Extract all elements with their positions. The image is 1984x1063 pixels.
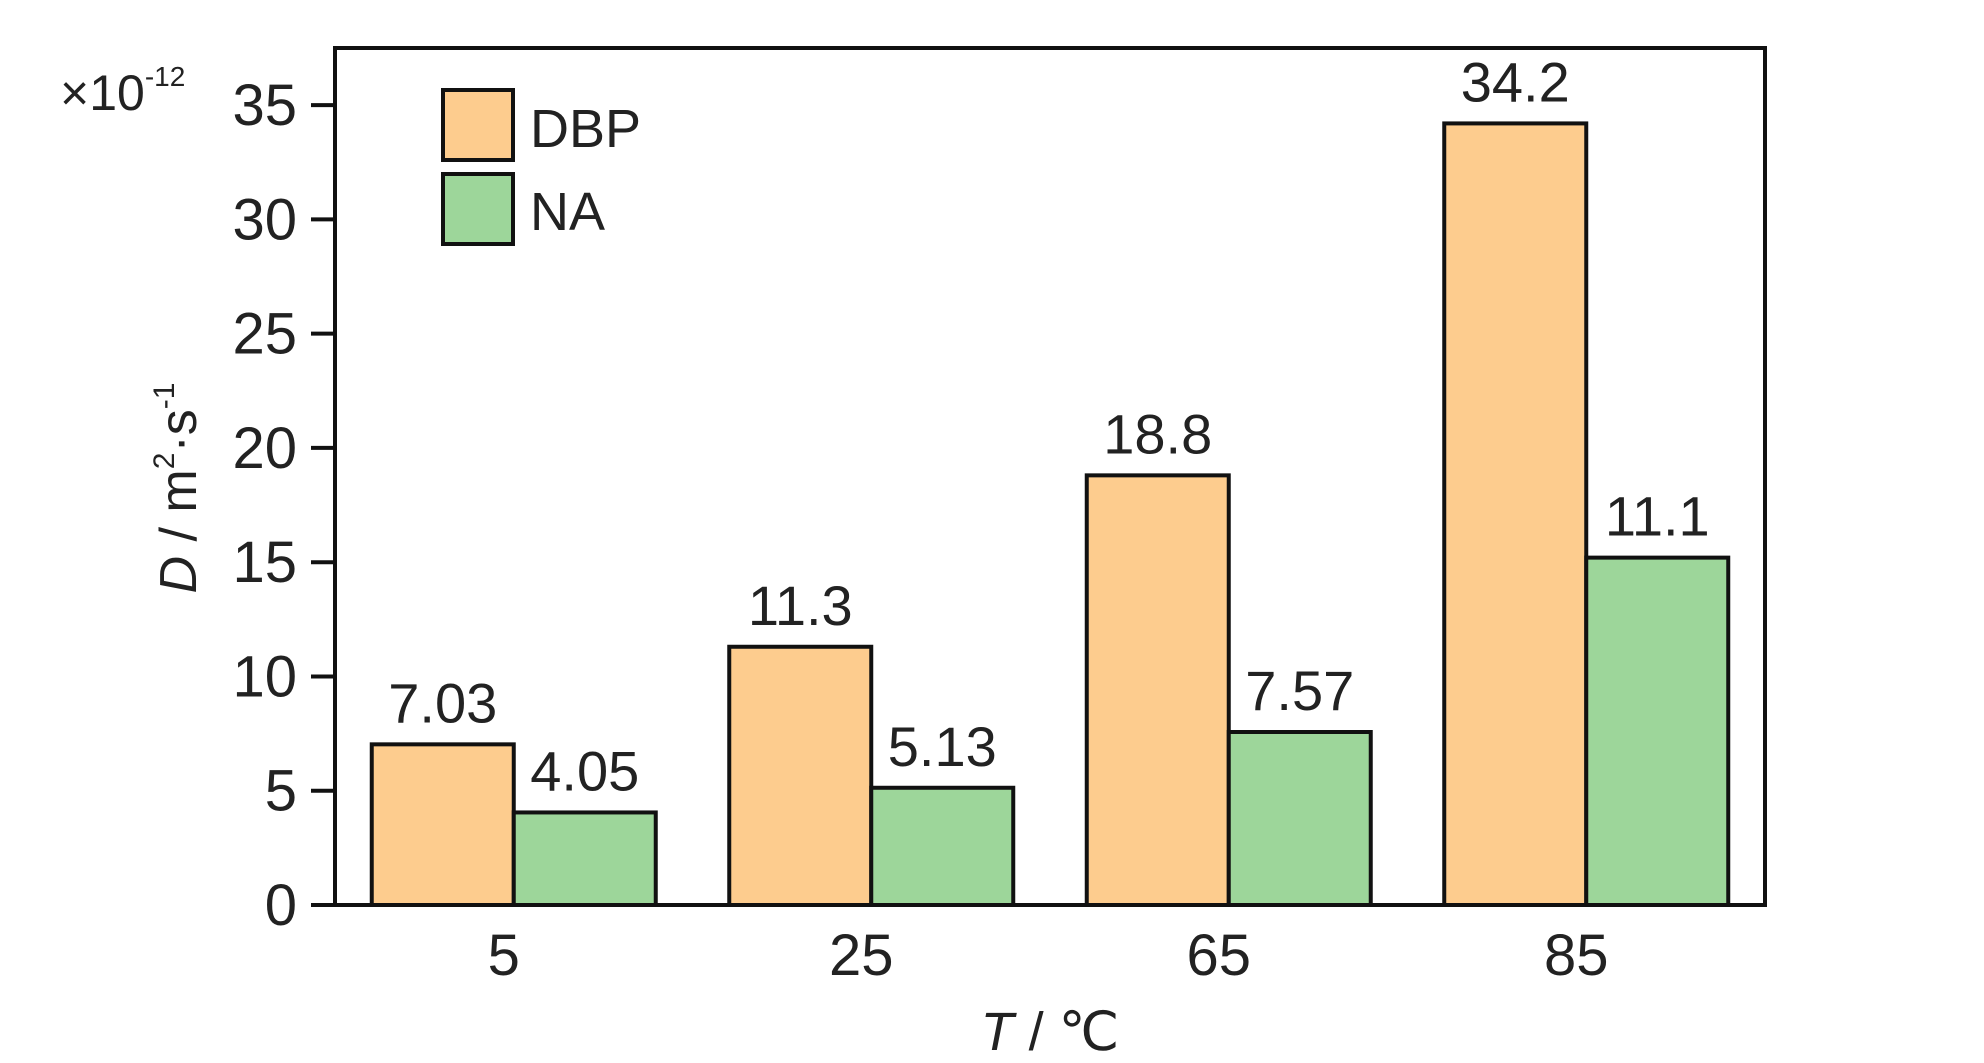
data-label-na-65: 7.57	[1245, 659, 1354, 722]
x-axis-title: T / ℃	[981, 1002, 1120, 1062]
y-axis-title: D / m2·s-1	[148, 383, 208, 594]
x-tick-label: 5	[488, 923, 520, 988]
data-label-na-25: 5.13	[888, 715, 997, 778]
bar-na-65	[1226, 730, 1373, 907]
y-multiplier: ×10-12	[60, 61, 185, 121]
y-tick-label: 35	[232, 73, 297, 138]
y-tick-label: 10	[232, 644, 297, 709]
y-tick-label: 20	[232, 416, 297, 481]
data-label-dbp-25: 11.3	[748, 574, 853, 637]
x-axis: 5 25 65 85	[488, 923, 1609, 988]
bar-na-5	[511, 810, 658, 907]
x-axis-unit: / ℃	[1014, 1002, 1120, 1062]
data-label-na-5: 4.05	[530, 739, 639, 802]
y-axis-unit: / m	[150, 469, 208, 556]
bar-dbp-65	[1084, 473, 1231, 907]
y-multiplier-base: ×10	[60, 65, 145, 121]
y-axis-var: D	[150, 556, 208, 594]
legend-label-na: NA	[530, 182, 605, 242]
x-tick-label: 25	[829, 923, 894, 988]
legend: DBP NA	[441, 88, 641, 246]
legend-label-dbp: DBP	[530, 99, 641, 159]
y-tick-label: 30	[232, 187, 297, 252]
y-tick-label: 0	[265, 873, 297, 938]
bar-na-85	[1584, 555, 1731, 907]
data-label-na-85: 11.1	[1605, 485, 1710, 548]
y-axis-sup2: -1	[148, 383, 181, 410]
legend-swatch-na	[441, 172, 515, 246]
y-multiplier-exp: -12	[145, 61, 185, 92]
data-label-dbp-5: 7.03	[388, 671, 497, 734]
y-axis-mid: ·s	[150, 409, 208, 452]
data-label-dbp-65: 18.8	[1103, 402, 1212, 465]
bar-dbp-85	[1442, 121, 1589, 907]
y-tick-label: 25	[232, 302, 297, 367]
bar-na-25	[869, 785, 1016, 907]
x-tick-label: 85	[1544, 923, 1609, 988]
y-tick-label: 5	[265, 759, 297, 824]
plot-frame	[333, 46, 1767, 907]
x-axis-var: T	[981, 1002, 1018, 1062]
bar-dbp-25	[727, 644, 874, 907]
y-axis-sup1: 2	[148, 453, 181, 470]
data-labels-layer: 7.03 4.05 11.3 5.13 18.8 7.57 34.2 11.1	[388, 50, 1709, 802]
bars-layer	[369, 121, 1731, 907]
bar-dbp-5	[369, 742, 516, 907]
data-label-dbp-85: 34.2	[1461, 50, 1570, 113]
y-tick-label: 15	[232, 530, 297, 595]
y-axis: 0 5 10 15 20 25 30 35	[232, 73, 335, 938]
legend-swatch-dbp	[441, 88, 515, 162]
x-tick-label: 65	[1186, 923, 1251, 988]
